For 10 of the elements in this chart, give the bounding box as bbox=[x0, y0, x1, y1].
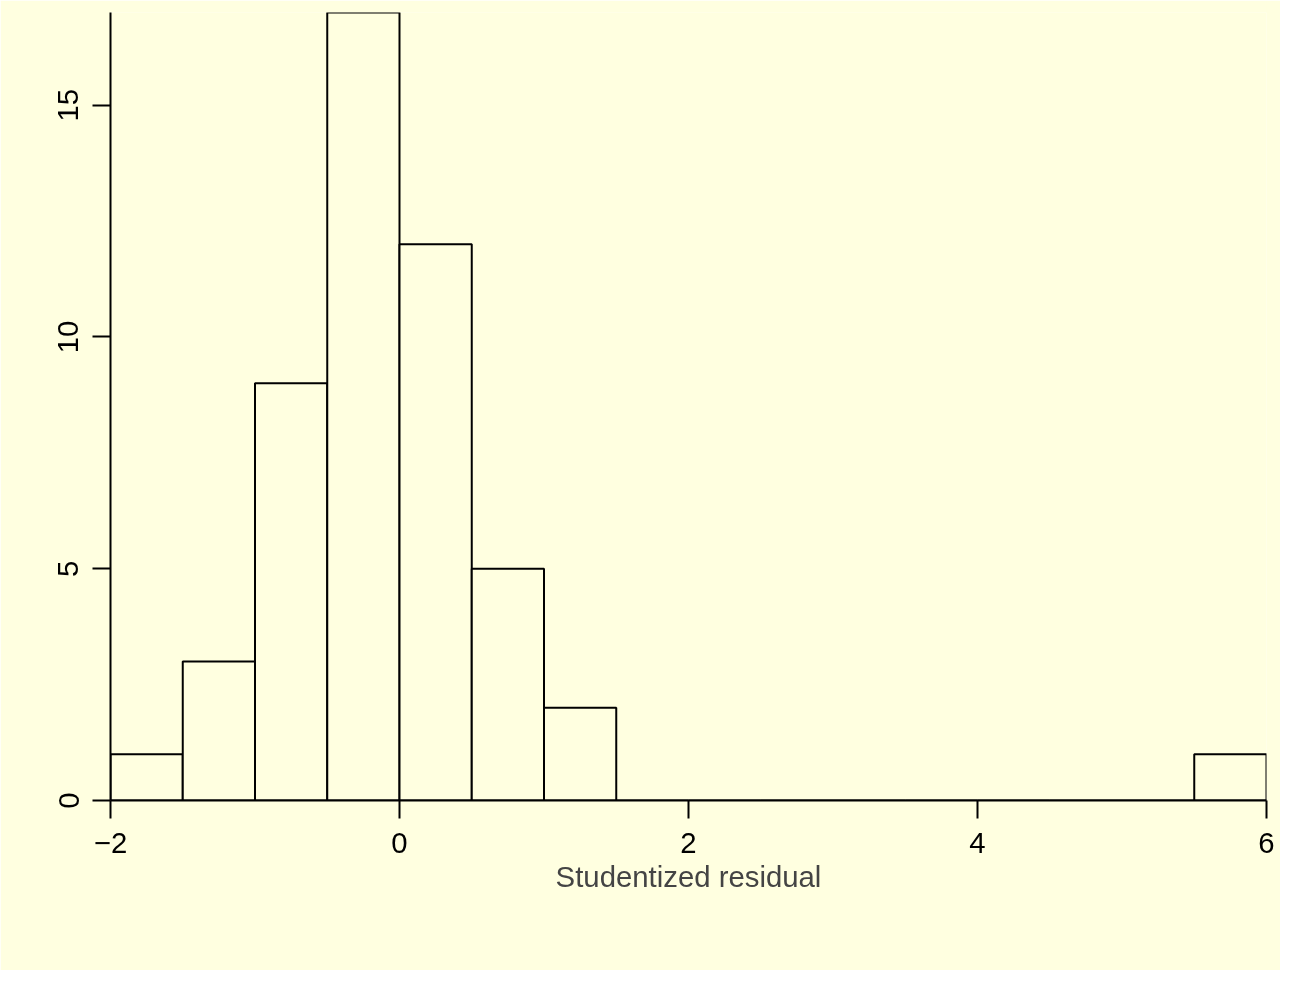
x-tick-label: −2 bbox=[93, 825, 128, 859]
y-tick-label: 10 bbox=[51, 320, 85, 354]
x-tick-label: 6 bbox=[1258, 825, 1275, 859]
x-tick-label: 2 bbox=[680, 825, 697, 859]
x-tick-label: 0 bbox=[391, 825, 408, 859]
x-tick-label: 4 bbox=[969, 825, 986, 859]
x-axis-title: Studentized residual bbox=[555, 859, 822, 893]
y-tick-label: 5 bbox=[51, 560, 85, 577]
y-tick-label: 15 bbox=[51, 88, 85, 122]
y-tick-label: 0 bbox=[51, 792, 85, 809]
